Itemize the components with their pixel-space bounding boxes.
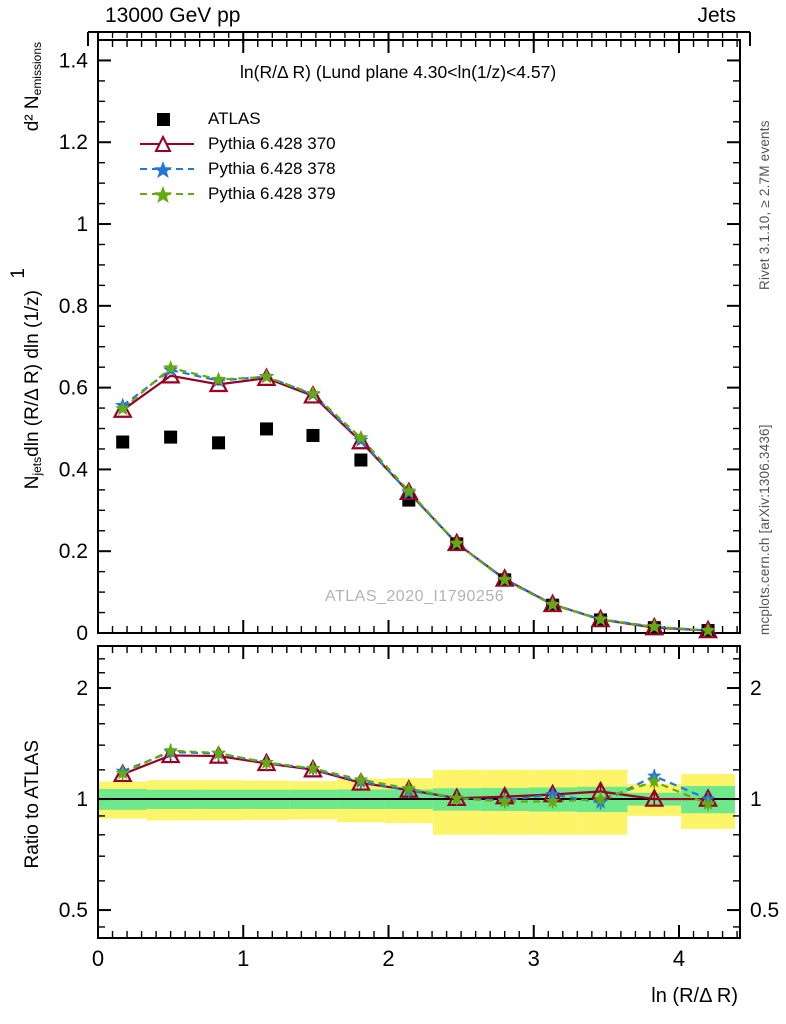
main-y-tick-label: 0.8	[59, 295, 88, 318]
x-tick-label: 4	[673, 946, 685, 968]
legend-marker-p370	[140, 134, 194, 152]
data-point-marker	[497, 571, 513, 587]
ylabel-denominator: Njetsdln (R/Δ R) dln (1/z)	[22, 290, 44, 490]
legend-label: Pythia 6.428 378	[208, 159, 336, 178]
data-point-marker	[353, 429, 369, 445]
data-point-marker	[210, 371, 227, 386]
data-point-marker	[259, 422, 273, 436]
ratio-plot-frame	[97, 645, 741, 939]
data-point-marker	[115, 400, 131, 416]
ylabel-numerator: d² Nemissions	[22, 42, 44, 132]
ratio-point-marker	[353, 772, 369, 786]
x-tick-label: 1	[237, 946, 249, 968]
ratio-point-marker	[545, 786, 560, 801]
ratio-point-marker	[163, 743, 178, 757]
ratio-series-markers	[115, 743, 716, 811]
data-point-marker	[401, 483, 417, 498]
main-y-tick-label: 0.4	[59, 458, 89, 481]
data-point-marker	[545, 596, 561, 612]
ylabel-one: 1	[8, 268, 29, 279]
ratio-point-marker	[305, 760, 321, 775]
main-y-tick-label: 0.6	[59, 377, 88, 400]
main-y-tick-label: 1.4	[59, 49, 89, 72]
data-point-marker	[116, 435, 130, 449]
data-point-marker	[306, 428, 320, 442]
main-y-axis-label: d² Nemissions 1 Njetsdln (R/Δ R) dln (1/…	[2, 42, 54, 602]
ratio-y-tick-label: 2	[76, 677, 88, 700]
data-point-marker	[449, 535, 465, 550]
ratio-point-marker	[497, 793, 512, 808]
ratio-y-ticks: 0.5 0.5 1 1 2 2	[59, 645, 779, 928]
data-point-marker	[305, 385, 321, 401]
ratio-y-tick-label: 0.5	[59, 899, 88, 922]
ratio-point-marker	[449, 790, 464, 805]
main-y-ticks: 0 0.2 0.4 0.6 0.8 1 1.2 1.4	[59, 49, 740, 640]
main-plot-frame	[97, 39, 741, 634]
data-point-marker	[354, 453, 368, 467]
ratio-point-marker	[401, 781, 416, 795]
legend-marker-p379	[140, 185, 194, 203]
legend-item[interactable]: Pythia 6.428 378	[138, 156, 336, 181]
plot-title: ln(R/Δ R) (Lund plane 4.30<ln(1/z)<4.57)	[240, 62, 557, 82]
ratio-point-marker	[644, 788, 665, 807]
analysis-watermark: ATLAS_2020_I1790256	[325, 588, 505, 605]
ratio-y-axis-label: Ratio to ATLAS	[22, 740, 43, 869]
data-point-marker	[164, 430, 178, 444]
ratio-point-marker	[259, 755, 274, 769]
x-tick-label: 3	[528, 946, 540, 968]
ratio-plot-panel: 0.5 0.5 1 1 2 2 0 1 2 3 4	[59, 645, 779, 968]
ratio-point-marker	[545, 793, 560, 808]
data-point-marker	[163, 359, 179, 375]
ratio-point-marker	[593, 791, 608, 806]
data-point-marker	[646, 618, 662, 634]
ratio-point-marker	[647, 774, 662, 788]
data-point-marker	[592, 611, 609, 626]
x-tick-label: 2	[382, 946, 394, 968]
legend-label: ATLAS	[208, 109, 261, 128]
ratio-y-tick-label-right: 1	[750, 788, 762, 811]
header-left-energy: 13000 GeV pp	[105, 4, 241, 27]
main-y-tick-label: 0.2	[59, 540, 88, 563]
ratio-point-marker	[700, 796, 716, 810]
series-markers	[115, 359, 716, 638]
ratio-panel-group: 0.5 0.5 1 1 2 2 0 1 2 3 4	[59, 645, 779, 968]
legend-item[interactable]: Pythia 6.428 379	[138, 181, 336, 206]
legend-label: Pythia 6.428 379	[208, 184, 336, 203]
ratio-y-tick-label-right: 0.5	[750, 899, 779, 922]
ratio-point-marker	[160, 744, 181, 764]
main-plot-panel: 0 0.2 0.4 0.6 0.8 1 1.2 1.4	[59, 31, 751, 640]
header-right-category: Jets	[697, 4, 736, 27]
data-point-marker	[258, 368, 275, 384]
data-point-marker	[212, 436, 226, 450]
ratio-y-tick-label-right: 2	[750, 677, 762, 700]
legend: ATLAS Pythia 6.428 370 Pythia 6.428 378 …	[138, 106, 336, 206]
ratio-point-marker	[115, 765, 130, 780]
legend-item[interactable]: ATLAS	[138, 106, 336, 131]
ratio-point-marker	[208, 745, 229, 764]
data-point-marker	[208, 373, 229, 393]
main-panel-group: 0 0.2 0.4 0.6 0.8 1 1.2 1.4	[59, 39, 741, 640]
ratio-y-tick-label: 1	[76, 788, 88, 811]
x-tick-label: 0	[92, 946, 104, 968]
main-y-tick-label: 0	[76, 622, 88, 640]
main-y-tick-label: 1	[76, 213, 88, 236]
x-axis-label: ln (R/Δ R)	[651, 985, 738, 1007]
top-ruler	[87, 31, 751, 46]
data-point-marker	[700, 622, 716, 638]
ratio-point-marker	[211, 745, 226, 760]
legend-label: Pythia 6.428 370	[208, 134, 336, 153]
legend-marker-atlas	[157, 112, 170, 126]
ratio-x-ticks: 0 1 2 3 4	[92, 646, 738, 968]
legend-item[interactable]: Pythia 6.428 370	[138, 131, 336, 156]
legend-marker-p378	[140, 160, 194, 178]
main-y-tick-label: 1.2	[59, 131, 88, 154]
